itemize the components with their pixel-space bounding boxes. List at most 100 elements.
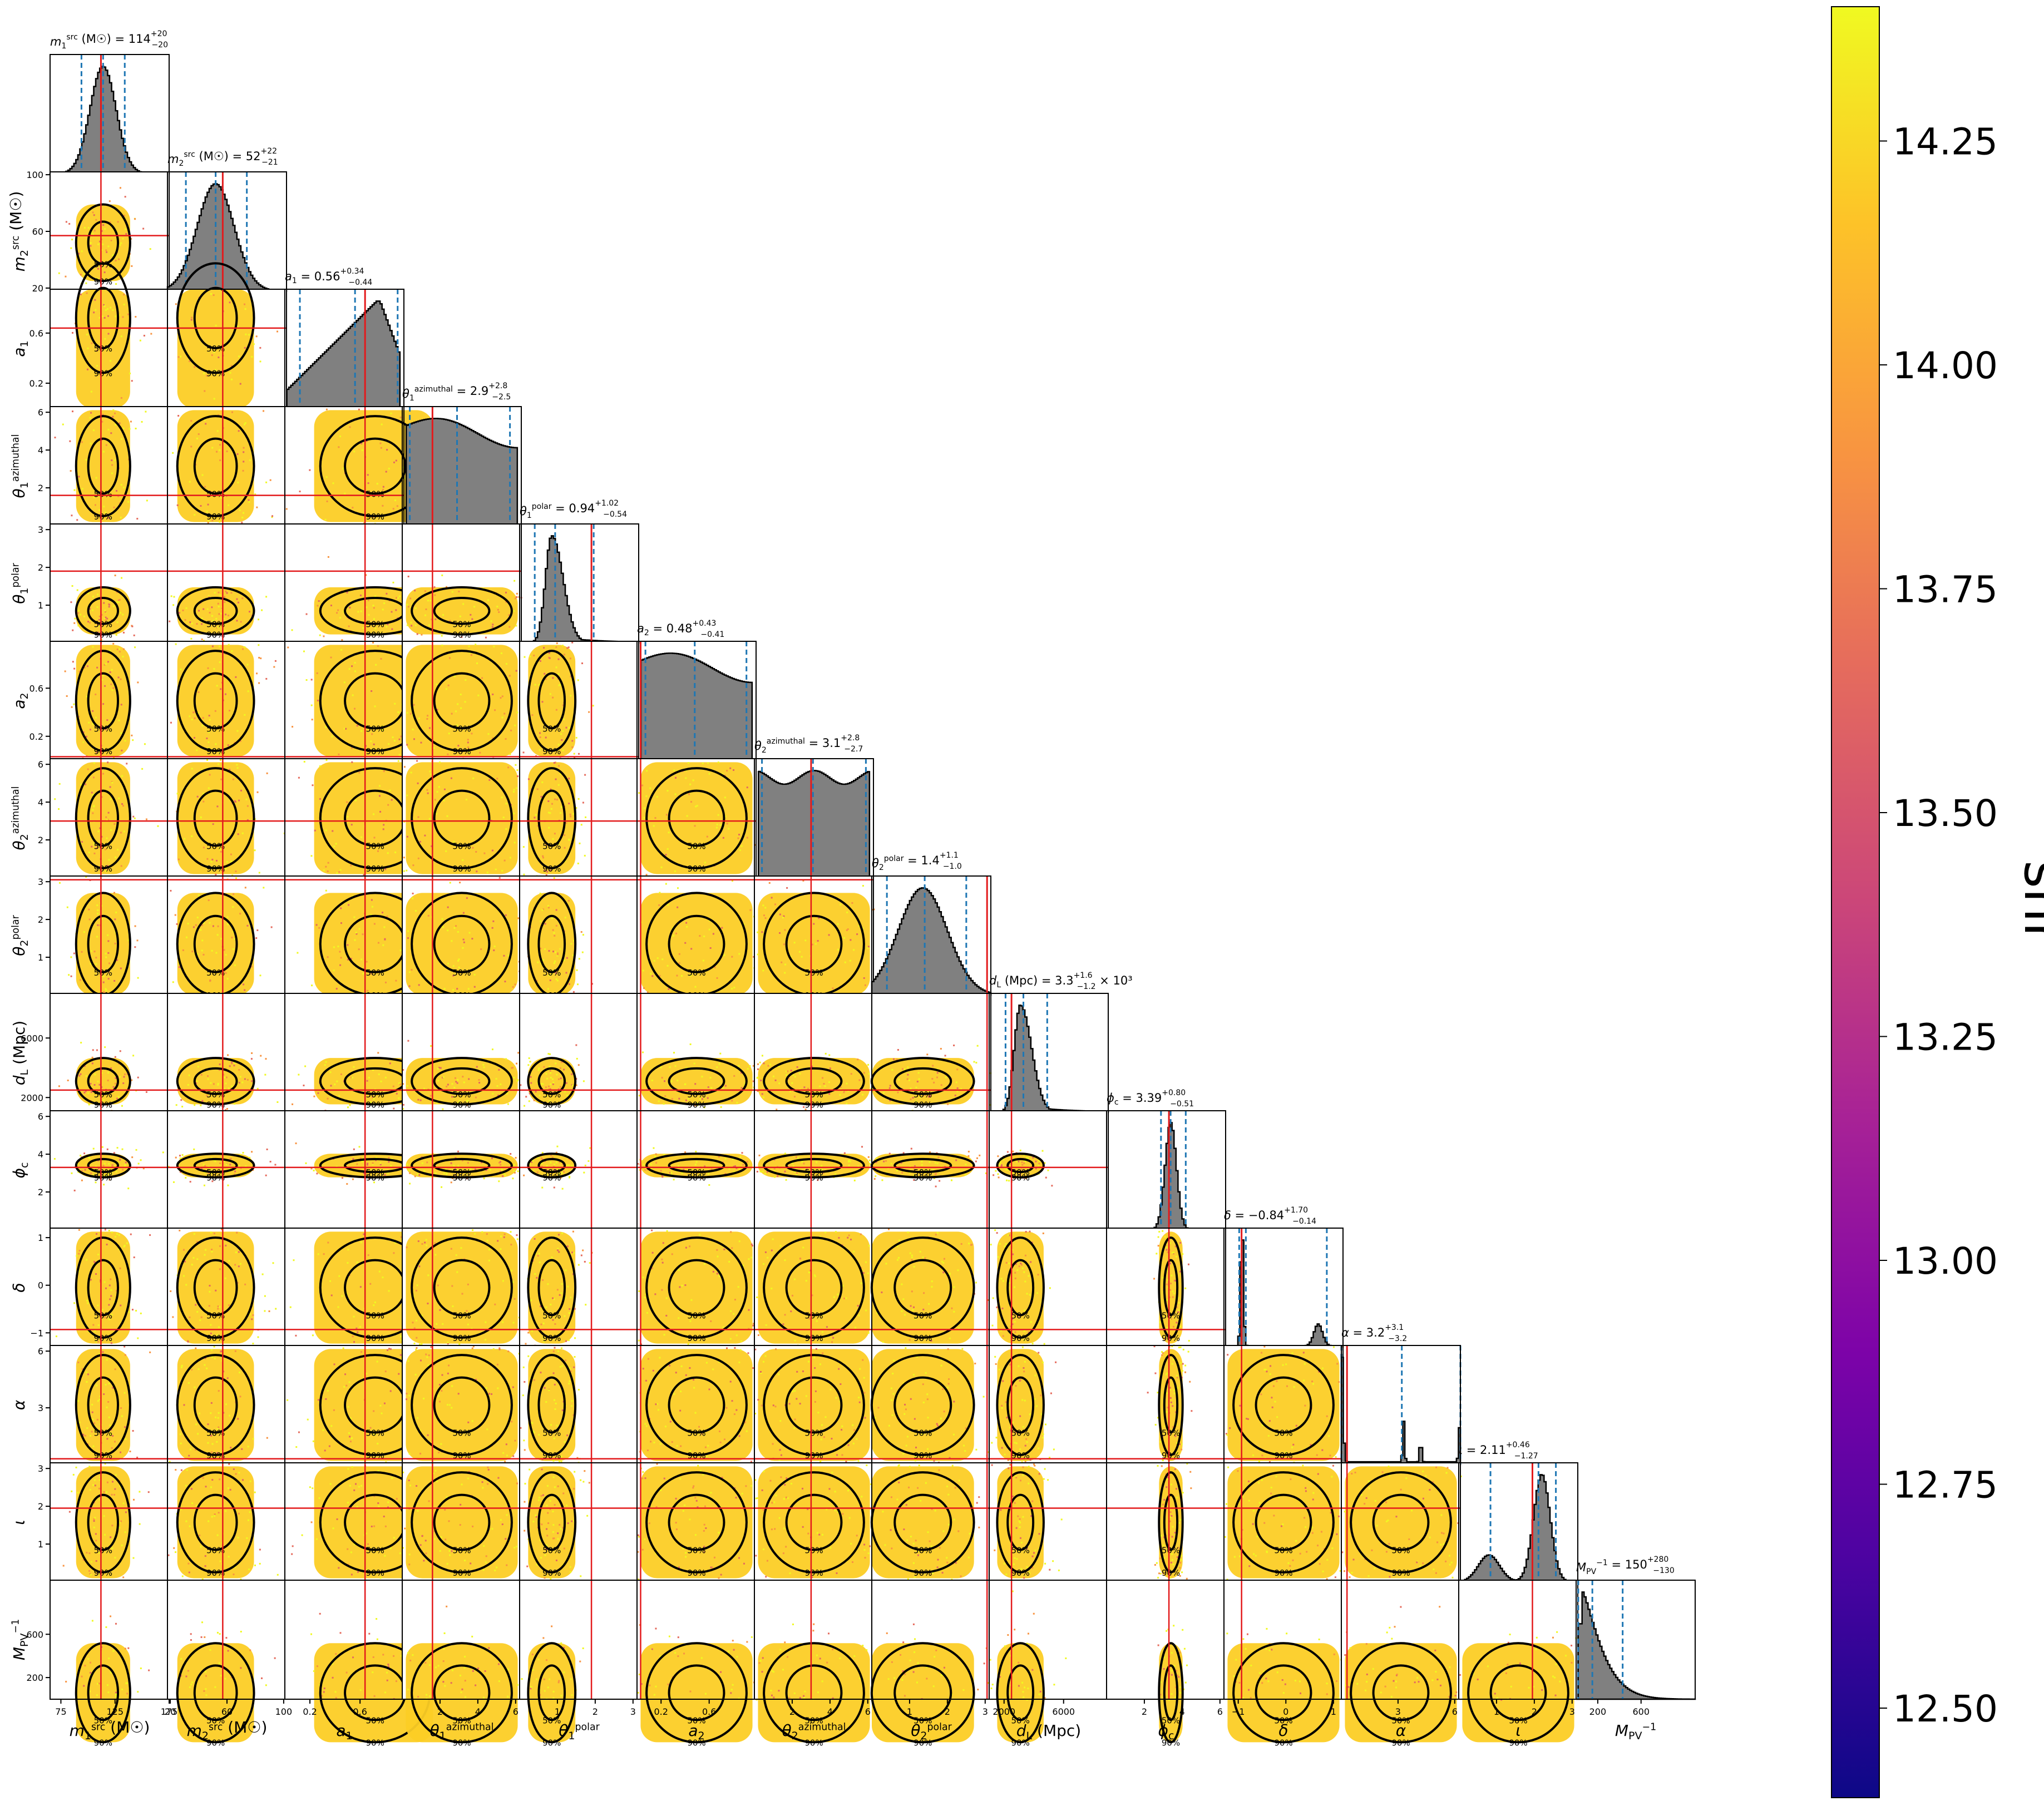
scatter-point [377, 1052, 379, 1054]
scatter-point [500, 1083, 502, 1086]
scatter-point [548, 652, 550, 654]
scatter-point [116, 1233, 118, 1235]
scatter-point [793, 1427, 796, 1429]
scatter-point [224, 596, 226, 598]
scatter-point [867, 947, 869, 949]
contour-label: 50% [804, 1310, 823, 1320]
scatter-point [105, 988, 107, 990]
scatter-point [1051, 1185, 1053, 1187]
scatter-point [373, 618, 375, 620]
scatter-point [1005, 1261, 1008, 1264]
scatter-point [82, 1433, 85, 1436]
scatter-point [353, 1066, 355, 1068]
panel-alpha-vs-t1az: 90%50% [402, 1345, 522, 1466]
scatter-point [192, 711, 195, 714]
scatter-point [510, 1244, 512, 1246]
scatter-point [242, 1152, 244, 1154]
scatter-point [1011, 1249, 1014, 1251]
scatter-point [438, 1067, 440, 1069]
scatter-point [96, 847, 98, 849]
scatter-point [92, 809, 94, 811]
scatter-point [733, 1313, 735, 1315]
scatter-point [896, 1058, 898, 1061]
scatter-point [653, 825, 655, 827]
contour-50 [893, 1157, 952, 1174]
scatter-point [97, 243, 100, 245]
scatter-point [419, 1099, 422, 1101]
scatter-point [457, 1078, 459, 1081]
scatter-point [216, 934, 219, 936]
scatter-point [355, 932, 357, 934]
scatter-point [114, 1368, 116, 1370]
density-cloud [754, 1348, 870, 1463]
scatter-point [113, 506, 115, 508]
scatter-point [516, 1238, 519, 1240]
scatter-point [102, 675, 104, 677]
scatter-point [693, 1379, 695, 1381]
scatter-point [298, 1073, 300, 1076]
scatter-point [127, 313, 129, 315]
scatter-point [105, 953, 107, 955]
scatter-point [687, 1343, 689, 1345]
density-core [76, 893, 130, 996]
scatter-point [352, 1335, 354, 1338]
scatter-point [537, 1156, 539, 1159]
scatter-point [136, 518, 139, 520]
scatter-point [763, 1263, 765, 1265]
scatter-point [712, 1368, 714, 1370]
scatter-point [1159, 1321, 1161, 1323]
scatter-point [333, 845, 335, 848]
scatter-point [644, 1169, 646, 1171]
scatter-point [247, 690, 249, 692]
scatter-point [244, 646, 246, 649]
scatter-point [91, 1062, 93, 1065]
scatter-point [366, 1080, 368, 1082]
scatter-point [513, 812, 515, 814]
scatter-point [932, 1169, 934, 1171]
scatter-point [811, 1294, 813, 1297]
scatter-point [116, 489, 118, 492]
scatter-point [325, 408, 328, 410]
scatter-point [754, 1348, 757, 1350]
scatter-point [913, 1374, 915, 1376]
scatter-point [1006, 1417, 1008, 1419]
scatter-point [789, 1091, 792, 1093]
scatter-point [505, 601, 507, 603]
scatter-point [367, 482, 369, 484]
scatter-point [179, 1229, 181, 1231]
scatter-point [643, 817, 645, 819]
scatter-point [120, 704, 122, 706]
scatter-point [840, 904, 842, 906]
scatter-point [772, 1075, 774, 1077]
scatter-point [540, 795, 542, 798]
scatter-point [77, 1400, 80, 1402]
contour-90 [527, 650, 577, 752]
scatter-point [1169, 1318, 1171, 1320]
scatter-point [219, 848, 221, 850]
contour-label: 90% [687, 1100, 705, 1110]
scatter-point [555, 971, 557, 973]
scatter-point [96, 666, 98, 669]
scatter-point [646, 770, 648, 772]
scatter-point [395, 609, 397, 611]
scatter-point [446, 815, 448, 817]
scatter-point [935, 1172, 937, 1175]
scatter-point [129, 372, 131, 374]
scatter-point [1162, 1276, 1164, 1279]
density-cloud [169, 1345, 268, 1464]
scatter-point [92, 776, 95, 779]
scatter-point [553, 1298, 555, 1300]
scatter-point [119, 187, 121, 189]
scatter-point [97, 593, 99, 596]
scatter-point [395, 979, 397, 982]
scatter-point [352, 1178, 354, 1180]
scatter-point [120, 1407, 122, 1409]
scatter-point [348, 904, 350, 906]
scatter-point [659, 892, 661, 894]
scatter-point [117, 676, 120, 679]
scatter-point [668, 988, 670, 990]
scatter-point [1170, 1283, 1172, 1285]
scatter-point [184, 1260, 186, 1263]
scatter-point [508, 675, 511, 677]
scatter-point [909, 1252, 911, 1254]
